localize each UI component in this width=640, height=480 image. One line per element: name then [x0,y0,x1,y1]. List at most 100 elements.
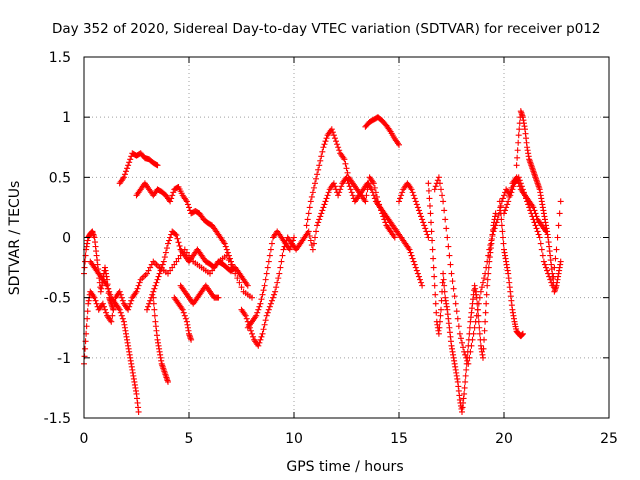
data-point [256,339,263,346]
data-point [183,198,190,205]
data-point [223,246,230,253]
data-point [260,287,267,294]
data-point [538,246,545,253]
data-point [263,270,270,277]
data-point [249,294,255,301]
data-point [466,354,473,361]
data-point [481,275,488,282]
data-point [319,148,326,155]
data-point [439,279,446,286]
data-point [328,126,335,133]
data-point [167,198,174,205]
data-point [554,234,561,241]
data-point [419,282,426,289]
data-point [424,231,431,238]
data-point [496,198,503,205]
data-point [457,335,464,342]
data-point [513,162,520,169]
data-point [437,312,444,319]
data-point [481,327,488,334]
data-point [318,210,325,217]
data-point [433,309,440,316]
data-point [421,222,428,229]
data-point [449,278,456,285]
data-point [324,192,331,199]
data-point [439,192,446,199]
series-arc-16 [431,174,564,367]
data-point [110,306,117,313]
data-point [481,336,488,343]
data-point [286,246,293,253]
data-point [99,300,106,307]
data-point [370,192,377,199]
data-point [378,207,385,214]
data-point [314,171,321,178]
data-point [315,166,322,173]
data-point [236,279,243,286]
series-arc-12 [303,126,398,241]
data-point [181,312,188,319]
data-point [422,225,429,232]
data-point [428,228,435,235]
data-point [363,192,370,199]
series-arc-6 [144,228,251,313]
data-point [436,324,443,331]
data-point [229,261,236,268]
data-point [307,198,314,205]
data-point [264,264,271,271]
data-point [435,330,442,337]
data-point [161,254,168,261]
data-point [425,180,432,187]
data-point [365,180,372,187]
data-point [452,300,459,307]
data-point [391,234,398,241]
data-point [491,225,498,232]
data-point [417,210,423,217]
data-point [133,288,140,295]
series-arc-17 [496,198,526,340]
data-point [381,216,388,223]
data-point [398,192,405,199]
data-point [117,291,124,298]
data-point [492,222,499,229]
data-point [316,162,323,169]
chart-title: Day 352 of 2020, Sidereal Day-to-day VTE… [52,21,601,37]
data-point [82,338,89,345]
data-point [175,239,182,246]
data-point [448,270,455,277]
x-axis-label: GPS time / hours [286,459,403,475]
data-point [312,180,318,187]
data-point [271,291,278,298]
data-point [516,126,523,133]
data-point [276,270,283,277]
data-point [497,204,504,211]
series-arc-13 [362,114,402,148]
data-point [167,267,174,274]
data-point [456,330,463,337]
data-point [432,300,439,307]
data-point [505,198,512,205]
data-point [348,189,355,196]
data-point [330,132,337,139]
data-point [91,294,98,301]
data-point [436,318,443,325]
data-point [155,273,162,280]
data-point [409,255,416,262]
data-point [489,232,496,239]
data-point [425,234,432,241]
data-point [320,144,327,151]
data-point [176,242,183,249]
data-point [415,207,422,214]
data-point [316,216,323,223]
data-point [502,207,509,214]
data-point [530,204,537,211]
series-arc-8 [171,294,195,343]
data-point [319,207,326,214]
data-point [335,192,342,199]
data-point [152,282,159,289]
data-point [480,345,487,352]
data-point [116,306,123,313]
data-point [313,175,320,182]
data-point [268,240,275,247]
data-point [154,276,161,283]
